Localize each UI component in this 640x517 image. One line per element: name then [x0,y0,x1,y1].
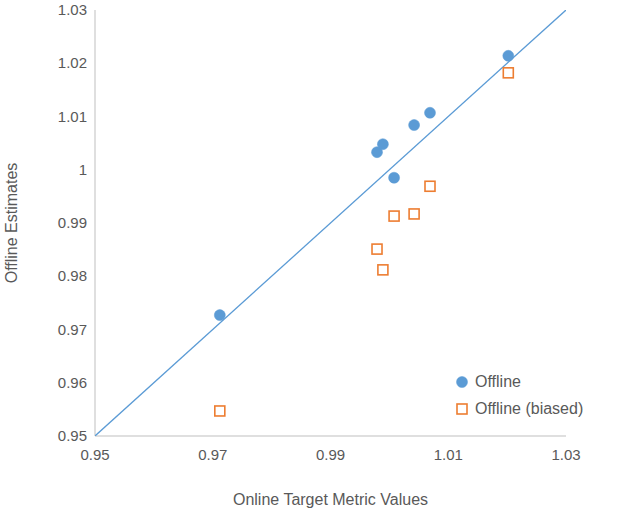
point [389,211,399,221]
x-tick-label: 1.01 [434,446,463,463]
point [425,181,435,191]
series [215,68,513,416]
y-tick-label: 0.95 [58,427,87,444]
x-tick-label: 0.97 [198,446,227,463]
point [214,310,225,321]
y-axis [95,10,96,436]
series [214,50,513,320]
y-tick-label: 0.98 [58,267,87,284]
legend: Offline Offline (biased) [457,373,584,417]
point [215,406,225,416]
x-axis [95,436,566,437]
y-tick-label: 1 [79,161,87,178]
y-tick-label: 1.02 [58,54,87,71]
x-axis-title: Online Target Metric Values [233,491,428,508]
x-tick-label: 0.99 [316,446,345,463]
point [378,265,388,275]
y-axis-title: Offline Estimates [3,163,20,284]
legend-label: Offline [475,373,521,390]
reference-line [95,10,566,436]
point [409,209,419,219]
y-tick-label: 1.03 [58,1,87,18]
x-tick-label: 1.03 [551,446,580,463]
plot-area [95,10,566,436]
point [503,68,513,78]
legend-label: Offline (biased) [475,400,583,417]
point [409,120,420,131]
y-tick-label: 0.96 [58,374,87,391]
y-tick-label: 0.97 [58,321,87,338]
point [503,50,514,61]
y-tick-label: 0.99 [58,214,87,231]
point [389,172,400,183]
y-tick-label: 1.01 [58,108,87,125]
point [372,244,382,254]
legend-marker [457,377,468,388]
point [377,139,388,150]
chart: 0.95 0.96 0.97 0.98 0.99 1 1.01 1.02 1.03 0.95 0.9… [0,0,640,517]
x-tick-label: 0.95 [80,446,109,463]
point [424,107,435,118]
legend-marker [457,404,467,414]
